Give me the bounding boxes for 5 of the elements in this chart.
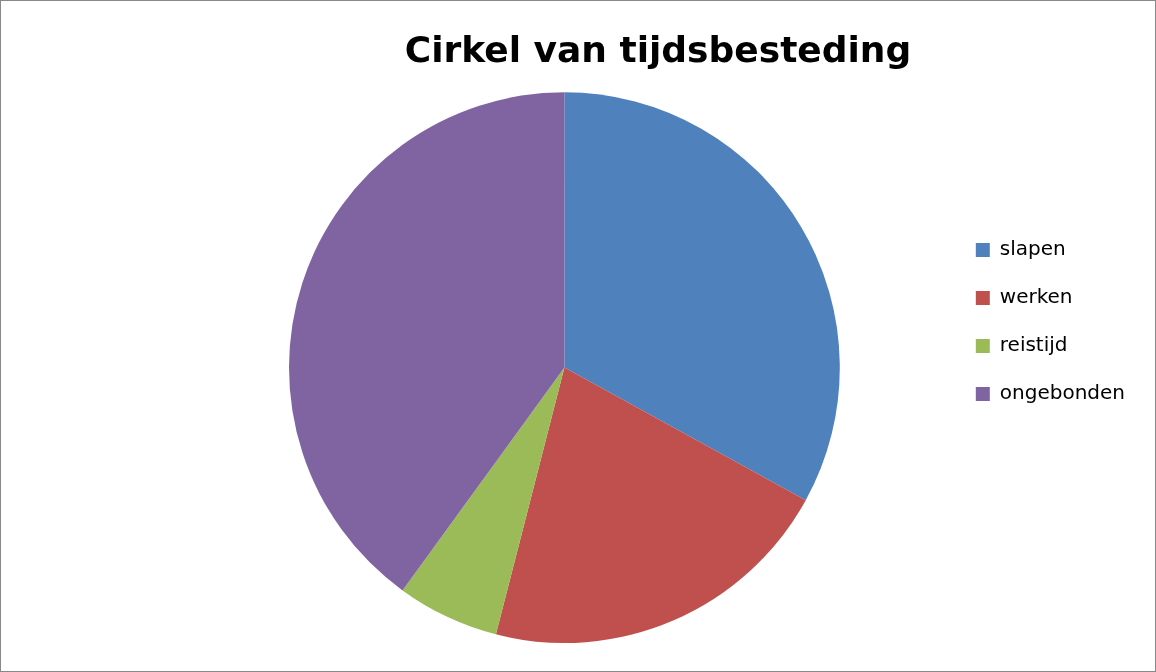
legend-label: slapen bbox=[999, 236, 1066, 261]
legend-label: reistijd bbox=[999, 332, 1068, 357]
chart-title: Cirkel van tijdsbesteding bbox=[404, 28, 912, 70]
legend-label: werken bbox=[999, 284, 1073, 309]
legend-label: ongebonden bbox=[999, 380, 1126, 405]
